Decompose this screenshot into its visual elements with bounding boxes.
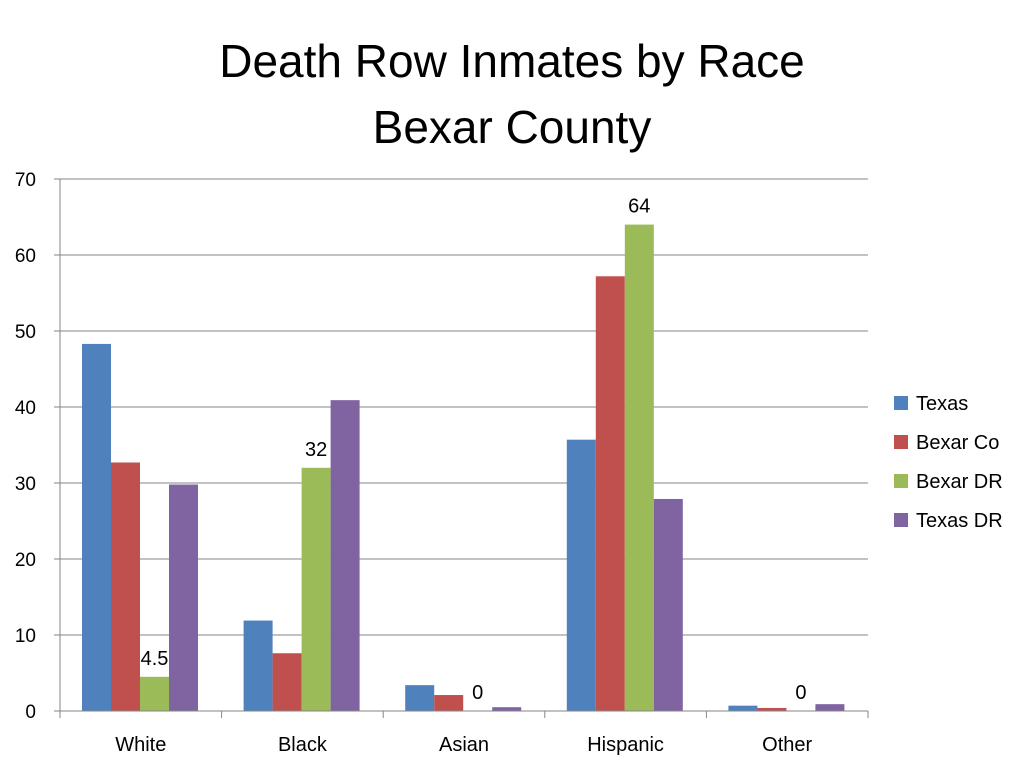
bar — [815, 704, 845, 711]
legend-swatch — [894, 435, 908, 449]
bar — [595, 276, 625, 711]
chart-title-line-1: Death Row Inmates by Race — [219, 35, 805, 87]
bar — [728, 705, 758, 711]
y-tick-label: 0 — [25, 702, 36, 723]
data-label: 0 — [795, 682, 806, 704]
labels: 0 10 20 30 40 50 60 70 White Black Asian Hispanic Ot… — [15, 170, 813, 756]
bar — [272, 653, 302, 711]
bar — [653, 498, 683, 711]
bar — [140, 676, 169, 711]
y-tick-label: 40 — [15, 398, 36, 419]
x-category-label: Other — [762, 734, 812, 756]
legend-label: Texas — [916, 393, 968, 415]
y-tick-label: 10 — [15, 626, 36, 647]
x-category-label: Asian — [439, 734, 489, 756]
bar — [434, 695, 464, 711]
bar — [243, 620, 273, 711]
legend-swatch — [894, 396, 908, 410]
bar — [111, 462, 140, 711]
y-tick-label: 50 — [15, 322, 36, 343]
bar — [405, 685, 435, 711]
data-label: 4.5 — [141, 648, 169, 670]
chart-title: Death Row Inmates by Race Bexar County — [0, 28, 1024, 160]
legend: Texas Bexar Co Bexar DR Texas DR — [894, 393, 1003, 532]
legend-label: Texas DR — [916, 510, 1003, 532]
x-category-label: Hispanic — [587, 734, 664, 756]
bar — [566, 439, 596, 711]
y-tick-label: 60 — [15, 246, 36, 267]
x-category-label: White — [115, 734, 166, 756]
y-tick-label: 70 — [15, 170, 36, 191]
bars — [82, 224, 845, 711]
bar — [330, 400, 360, 711]
y-tick-label: 30 — [15, 474, 36, 495]
data-label: 32 — [305, 439, 327, 461]
axes — [54, 178, 869, 718]
y-tick-label: 20 — [15, 550, 36, 571]
data-label: 64 — [628, 196, 650, 218]
chart-title-line-2: Bexar County — [372, 101, 652, 153]
bar — [169, 484, 198, 711]
legend-swatch — [894, 513, 908, 527]
bar — [492, 707, 522, 711]
legend-label: Bexar DR — [916, 471, 1003, 493]
bar — [624, 224, 654, 711]
bar — [301, 467, 331, 711]
x-category-label: Black — [278, 734, 328, 756]
data-label: 0 — [472, 682, 483, 704]
bar — [82, 343, 111, 711]
legend-swatch — [894, 474, 908, 488]
legend-label: Bexar Co — [916, 432, 999, 454]
bar — [757, 707, 787, 711]
